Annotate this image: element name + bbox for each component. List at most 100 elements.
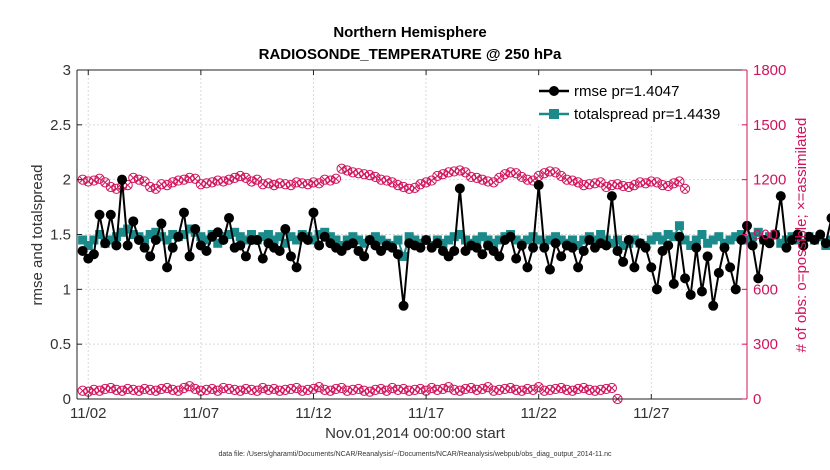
rmse-point (651, 284, 662, 295)
rmse-point (663, 240, 674, 251)
obs-assimilated-marker (422, 387, 430, 395)
obs-possible-marker (229, 172, 240, 183)
obs-possible-marker (651, 177, 663, 188)
obs-assimilated-marker (433, 172, 441, 180)
y2-axis-label: # of obs: o=possible; ×=assimilated (793, 118, 810, 353)
obs-assimilated-marker (478, 176, 486, 184)
obs-assimilated-marker (535, 383, 543, 391)
spread-point (342, 235, 352, 245)
spread-point (145, 230, 155, 239)
obs-assimilated-marker (95, 175, 104, 183)
spread-point (658, 235, 668, 245)
obs-assimilated-marker (383, 177, 391, 185)
obs-assimilated-marker (400, 183, 408, 191)
rmse-point (122, 240, 133, 251)
spread-point (489, 238, 499, 248)
spread-point (691, 235, 701, 245)
spread-point (697, 230, 707, 239)
rmse-point (240, 251, 251, 262)
spread-point (551, 232, 561, 242)
obs-assimilated-marker (95, 387, 104, 395)
obs-assimilated-marker (653, 178, 661, 186)
obs-assimilated-marker (630, 181, 638, 189)
obs-possible-marker (539, 168, 550, 179)
obs-assimilated-marker (473, 174, 481, 182)
spread-point (269, 235, 279, 245)
chart-subtitle: RADIOSONDE_TEMPERATURE @ 250 hPa (259, 46, 562, 63)
rmse-point (629, 262, 640, 273)
obs-assimilated-marker (174, 387, 182, 395)
obs-assimilated-marker (484, 383, 492, 391)
obs-assimilated-marker (642, 179, 650, 187)
chart-title: Northern Hemisphere (333, 24, 486, 41)
obs-assimilated-marker (180, 384, 188, 392)
obs-possible-marker (314, 178, 325, 189)
rmse-point (815, 229, 826, 240)
obs-assimilated-marker (675, 177, 683, 186)
obs-possible-marker (190, 173, 201, 184)
obs-assimilated-marker (236, 387, 244, 395)
obs-assimilated-marker (518, 387, 526, 395)
obs-assimilated-marker (247, 177, 256, 186)
obs-possible-marker (246, 176, 257, 187)
rmse-point (218, 234, 229, 245)
legend-spread-marker (549, 109, 559, 119)
spread-point (736, 230, 746, 239)
rmse-point (415, 242, 426, 253)
obs-assimilated-marker (79, 176, 87, 184)
data-file-footnote: data file: /Users/gharamti/Documents/NCA… (218, 451, 612, 458)
rmse-point (736, 234, 747, 245)
spread-point (511, 235, 521, 245)
spread-point (213, 238, 223, 248)
rmse-point (105, 209, 116, 220)
spread-point (376, 235, 386, 245)
spread-point (162, 235, 172, 245)
y2-tick-label: 600 (753, 281, 778, 298)
obs-possible-marker (505, 382, 516, 394)
rmse-point (280, 224, 291, 235)
rmse-point (753, 273, 764, 284)
rmse-spread-series (77, 174, 830, 311)
y-tick-label: 0 (63, 391, 71, 408)
rmse-point (201, 245, 212, 256)
obs-assimilated-marker (343, 166, 351, 175)
spread-point (308, 235, 318, 245)
rmse-point (274, 245, 285, 256)
spread-point (359, 238, 369, 248)
obs-assimilated-marker (602, 183, 610, 191)
obs-possible-marker (606, 382, 617, 394)
spread-point (629, 235, 639, 245)
obs-possible-marker (437, 169, 449, 180)
x-tick-label: 11/07 (183, 405, 219, 422)
rmse-point (770, 229, 781, 240)
spread-point (196, 232, 206, 242)
spread-point (179, 230, 189, 239)
obs-possible-marker (387, 382, 398, 394)
rmse-point (606, 191, 617, 202)
rmse-point (212, 227, 223, 238)
obs-assimilated-marker (169, 178, 177, 186)
spread-point (483, 235, 493, 245)
spread-point (731, 232, 741, 242)
y-axis-label: rmse and totalspread (29, 165, 46, 306)
obs-assimilated-marker (394, 181, 402, 189)
rmse-point (392, 249, 403, 260)
obs-assimilated-marker (670, 179, 678, 187)
obs-possible-marker (392, 180, 404, 191)
spread-point (325, 232, 335, 242)
spread-point (607, 238, 617, 248)
obs-assimilated-marker (568, 177, 577, 185)
spread-point (669, 232, 679, 242)
obs-assimilated-marker (231, 174, 239, 182)
y-tick-label: 1.5 (50, 227, 71, 244)
obs-possible-marker (567, 385, 578, 396)
spread-point (410, 235, 420, 245)
obs-possible-marker (257, 382, 268, 394)
spread-point (331, 235, 341, 245)
rmse-point (544, 264, 555, 275)
rmse-point (550, 238, 561, 249)
obs-possible-marker (94, 173, 105, 184)
spread-point (590, 235, 600, 245)
rmse-point (516, 240, 527, 251)
rmse-point (398, 300, 409, 311)
